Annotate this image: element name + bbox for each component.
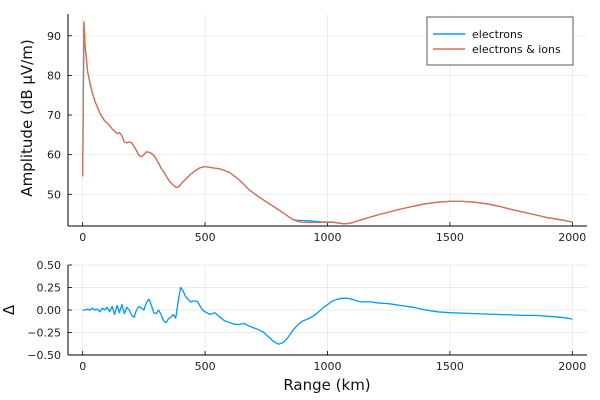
delta-y-axis-label: Δ [0,304,18,315]
legend-box [426,16,574,66]
amplitude-y-axis-label: Amplitude (dB µV/m) [18,39,36,196]
delta-ytick-label: −0.50 [27,349,61,362]
delta-grid [68,264,587,356]
x-axis-label: Range (km) [283,376,370,394]
delta-panel: 0 500 1000 1500 2000 −0.50 −0.25 0.00 0.25 0.50 Δ… [0,259,587,394]
amplitude-xtick-label: 500 [195,231,216,244]
delta-ytick-label: 0.00 [37,304,62,317]
amplitude-series [82,21,573,225]
delta-xtick-label: 1500 [436,360,464,373]
delta-ytick-label: 0.25 [37,282,62,295]
amplitude-panel: 0 500 1000 1500 2000 50 60 70 80 90 Amplitude (dB… [18,14,587,244]
delta-ytick-label: 0.50 [37,259,62,272]
amplitude-grid [68,14,587,226]
amplitude-xtick-label: 1500 [436,231,464,244]
delta-tick-labels: 0 500 1000 1500 2000 −0.50 −0.25 0.00 0.25 0.50 [27,259,586,373]
delta-xtick-label: 1000 [314,360,342,373]
delta-ytick-label: −0.25 [27,327,61,340]
delta-series [82,286,573,345]
amplitude-ytick-label: 90 [47,30,61,43]
amplitude-xtick-label: 0 [79,231,86,244]
amplitude-ytick-label: 60 [47,149,61,162]
legend: electrons electrons & ions [426,16,574,66]
delta-xtick-label: 2000 [558,360,586,373]
legend-label-electrons: electrons [472,28,523,41]
amplitude-ytick-label: 80 [47,69,61,82]
amplitude-ytick-label: 70 [47,109,61,122]
amplitude-xtick-label: 2000 [558,231,586,244]
delta-series-line-0 [82,286,573,345]
amplitude-tick-labels: 0 500 1000 1500 2000 50 60 70 80 90 [47,30,586,244]
delta-xtick-label: 0 [79,360,86,373]
amplitude-xtick-label: 1000 [314,231,342,244]
legend-label-electrons-ions: electrons & ions [472,43,561,56]
amplitude-series-line-1 [82,21,573,225]
amplitude-ytick-label: 50 [47,188,61,201]
delta-xtick-label: 500 [195,360,216,373]
